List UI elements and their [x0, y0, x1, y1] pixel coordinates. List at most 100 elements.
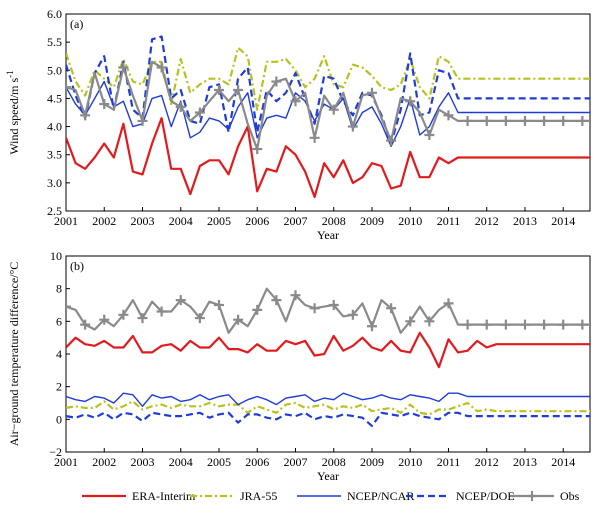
obs-marker — [252, 144, 263, 155]
series-line-ncep_ncar — [66, 392, 590, 407]
obs-marker — [137, 115, 148, 126]
x-tick-label: 2004 — [169, 214, 193, 228]
obs-marker — [443, 110, 454, 121]
y-tick-label: 4.5 — [47, 91, 62, 105]
x-axis-label: Year — [317, 469, 339, 483]
obs-marker — [443, 298, 454, 309]
legend-label-4: Obs — [560, 489, 580, 503]
obs-marker — [519, 115, 530, 126]
obs-marker — [233, 84, 244, 95]
plot-frame — [65, 255, 591, 453]
y-tick-label: 5.5 — [47, 35, 62, 49]
x-tick-label: 2006 — [245, 214, 269, 228]
legend-label-0: ERA-Interim — [132, 489, 196, 503]
x-tick-label: 2014 — [551, 214, 575, 228]
x-tick-label: 2012 — [475, 214, 499, 228]
y-axis-label: Wind speed/m s-1 — [5, 70, 21, 154]
obs-marker — [271, 76, 282, 87]
y-tick-label: 3.5 — [47, 148, 62, 162]
obs-marker — [213, 84, 224, 95]
obs-marker — [481, 115, 492, 126]
x-tick-label: 2003 — [130, 214, 154, 228]
obs-marker — [500, 115, 511, 126]
x-tick-label: 2009 — [360, 455, 384, 469]
y-tick-label: −2 — [49, 445, 62, 459]
obs-marker — [290, 96, 301, 107]
x-tick-label: 2007 — [283, 455, 307, 469]
obs-marker — [252, 304, 263, 315]
series-line-jra55 — [66, 400, 590, 416]
obs-marker — [118, 309, 129, 320]
y-tick-label: 4.0 — [47, 120, 62, 134]
x-tick-label: 2009 — [360, 214, 384, 228]
obs-marker — [347, 121, 358, 132]
obs-marker — [577, 115, 588, 126]
x-tick-label: 2014 — [551, 455, 575, 469]
obs-marker — [290, 290, 301, 301]
y-tick-label: 2 — [56, 380, 62, 394]
x-tick-label: 2001 — [54, 214, 78, 228]
obs-marker — [194, 313, 205, 324]
obs-marker — [66, 301, 71, 312]
obs-marker — [424, 316, 435, 327]
x-tick-label: 2010 — [398, 455, 422, 469]
y-axis-label: Air−ground temperature difference/°C — [7, 262, 21, 447]
x-axis-label: Year — [317, 228, 339, 242]
x-tick-label: 2002 — [92, 455, 116, 469]
series-line-ncep_doe — [66, 411, 590, 427]
x-tick-label: 2013 — [513, 455, 537, 469]
obs-marker — [405, 96, 416, 107]
obs-marker — [99, 99, 110, 110]
obs-marker — [366, 87, 377, 98]
obs-marker — [66, 82, 71, 93]
series-line-obs — [66, 60, 590, 151]
series-line-obs — [66, 287, 590, 334]
obs-marker — [271, 295, 282, 306]
x-tick-label: 2007 — [283, 214, 307, 228]
obs-marker — [577, 319, 588, 330]
obs-marker — [309, 132, 320, 143]
legend-label-2: NCEP/NCAR — [347, 489, 414, 503]
legend-label-3: NCEP/DOE — [456, 489, 515, 503]
x-tick-label: 2008 — [322, 214, 346, 228]
series-line-ncep_ncar — [66, 80, 590, 148]
series-line-jra55 — [66, 46, 590, 111]
obs-marker — [386, 303, 397, 314]
x-tick-label: 2004 — [169, 455, 193, 469]
series-group — [66, 287, 590, 427]
obs-marker — [366, 321, 377, 332]
obs-marker — [328, 104, 339, 115]
panel-b: −2 0 2 4 6 8 10 2001 2002 2003 2004 2005 2006 2007 200… — [7, 249, 591, 483]
legend: ERA-Interim JRA-55 NCEP/NCAR NCEP/DOE Obs — [82, 489, 580, 503]
obs-marker — [539, 319, 550, 330]
obs-marker — [213, 300, 224, 310]
y-tick-label: 6.0 — [47, 7, 62, 21]
y-tick-label: 8 — [56, 282, 62, 296]
obs-marker — [405, 316, 416, 327]
obs-marker — [175, 295, 186, 306]
x-tick-label: 2011 — [437, 455, 461, 469]
obs-marker — [175, 101, 186, 112]
legend-label-1: JRA-55 — [240, 489, 277, 503]
obs-marker — [500, 319, 511, 330]
series-line-era_interim — [66, 116, 590, 198]
x-tick-label: 2006 — [245, 455, 269, 469]
obs-marker — [309, 303, 320, 314]
obs-marker — [558, 319, 569, 330]
obs-marker — [462, 319, 473, 330]
y-axis-label-superscript: -1 — [5, 70, 15, 78]
y-tick-label: 3.0 — [47, 176, 62, 190]
x-tick-label: 2005 — [207, 455, 231, 469]
obs-marker — [347, 309, 358, 320]
obs-marker — [99, 314, 110, 325]
obs-marker — [233, 314, 244, 325]
obs-marker — [80, 110, 91, 121]
x-tick-label: 2003 — [130, 455, 154, 469]
x-tick-label: 2012 — [475, 455, 499, 469]
y-tick-label: 2.5 — [47, 204, 62, 218]
obs-marker — [156, 306, 167, 317]
series-line-ncep_doe — [66, 35, 590, 145]
y-tick-label: 0 — [56, 412, 62, 426]
x-tick-label: 2008 — [322, 455, 346, 469]
